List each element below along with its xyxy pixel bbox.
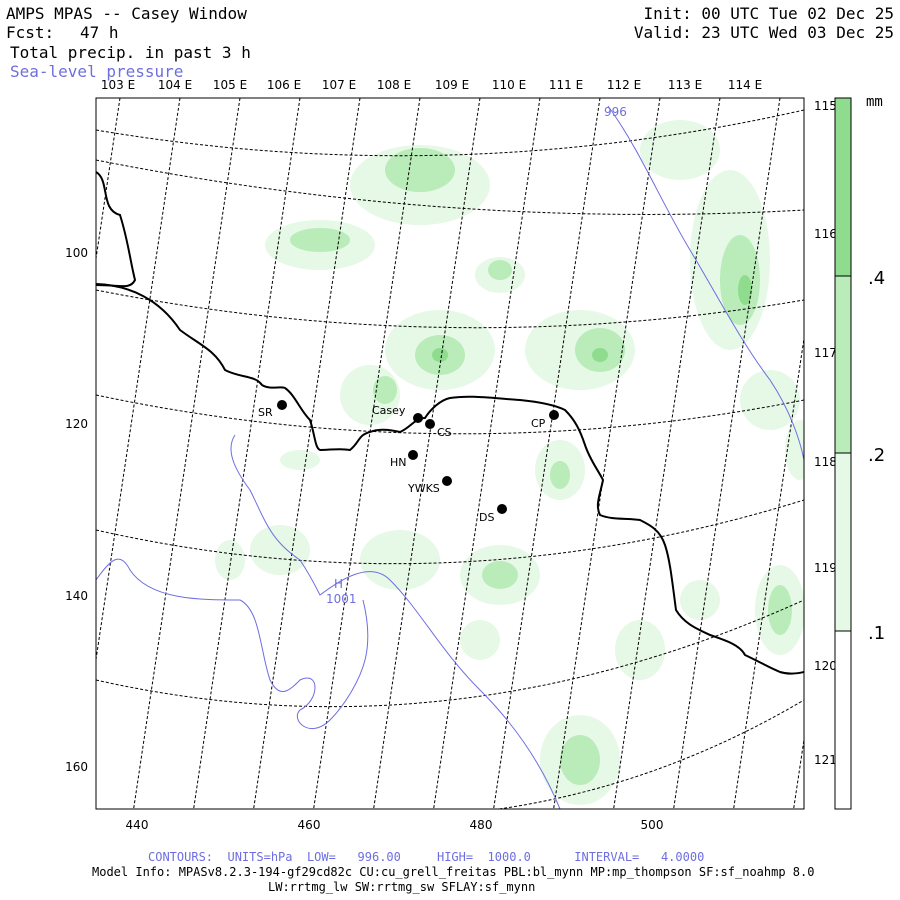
model-info-physics: LW:rrtmg_lw SW:rrtmg_sw SFLAY:sf_mynn — [268, 880, 536, 894]
y-tick-100: 100 — [65, 246, 88, 260]
lon-label-113e: 113 E — [668, 78, 702, 92]
contour-info: CONTOURS: UNITS=hPa LOW= 996.00 HIGH= 10… — [148, 850, 705, 864]
lon-label-107e: 107 E — [322, 78, 356, 92]
lon-label-108e: 108 E — [377, 78, 411, 92]
slp-contours — [96, 105, 804, 809]
colorbar: mm .4 .2 .1 — [834, 94, 885, 810]
coastline — [96, 171, 804, 675]
valid-time: Valid: 23 UTC Wed 03 Dec 25 — [633, 23, 894, 42]
high-label: H — [334, 577, 343, 591]
lon-label-106e: 106 E — [267, 78, 301, 92]
station-dot-casey — [413, 413, 423, 423]
forecast-label: Fcst: — [6, 23, 55, 42]
lon-label-103e: 103 E — [101, 78, 135, 92]
colorbar-label-04: .4 — [868, 268, 885, 289]
lon-label-110e: 110 E — [492, 78, 526, 92]
station-label-casey: Casey — [372, 404, 406, 417]
colorbar-band-0 — [835, 631, 851, 809]
colorbar-band-01 — [835, 453, 851, 631]
colorbar-unit: mm — [866, 94, 883, 110]
lon-label-105e: 105 E — [213, 78, 247, 92]
x-tick-480: 480 — [470, 818, 493, 832]
station-label-ywks: YWKS — [407, 482, 440, 495]
station-dot-sr — [277, 400, 287, 410]
init-time: Init: 00 UTC Tue 02 Dec 25 — [643, 4, 894, 23]
graticule — [96, 98, 804, 809]
model-info: Model Info: MPASv8.2.3-194-gf29cd82c CU:… — [92, 865, 815, 879]
colorbar-label-01: .1 — [868, 623, 885, 644]
x-tick-460: 460 — [298, 818, 321, 832]
station-dot-cp — [549, 410, 559, 420]
map-title: AMPS MPAS -- Casey Window — [6, 4, 247, 23]
station-label-hn: HN — [390, 456, 407, 469]
station-dot-ds — [497, 504, 507, 514]
station-dot-cs — [425, 419, 435, 429]
forecast-hour: 47 h — [80, 23, 119, 42]
lon-label-112e: 112 E — [607, 78, 641, 92]
map-frame — [95, 97, 805, 810]
contour-label-1001: 1001 — [326, 592, 357, 606]
contour-label-996: 996 — [604, 105, 627, 119]
y-tick-120: 120 — [65, 417, 88, 431]
x-tick-440: 440 — [126, 818, 149, 832]
colorbar-band-04 — [835, 98, 851, 276]
field-name: Total precip. in past 3 h — [10, 43, 251, 62]
station-label-ds: DS — [479, 511, 494, 524]
precip-shading — [215, 120, 804, 805]
y-tick-160: 160 — [65, 760, 88, 774]
station-markers — [277, 400, 559, 514]
lon-label-104e: 104 E — [158, 78, 192, 92]
station-dot-hn — [408, 450, 418, 460]
lon-label-114e: 114 E — [728, 78, 762, 92]
station-label-cp: CP — [531, 417, 546, 430]
lon-label-109e: 109 E — [435, 78, 469, 92]
station-dot-ywks — [442, 476, 452, 486]
colorbar-band-02 — [835, 276, 851, 453]
station-label-cs: CS — [437, 426, 452, 439]
x-tick-500: 500 — [641, 818, 664, 832]
lon-label-111e: 111 E — [549, 78, 583, 92]
station-label-sr: SR — [258, 406, 273, 419]
y-tick-140: 140 — [65, 589, 88, 603]
overlay-name: Sea-level pressure — [10, 62, 184, 81]
colorbar-label-02: .2 — [868, 445, 885, 466]
